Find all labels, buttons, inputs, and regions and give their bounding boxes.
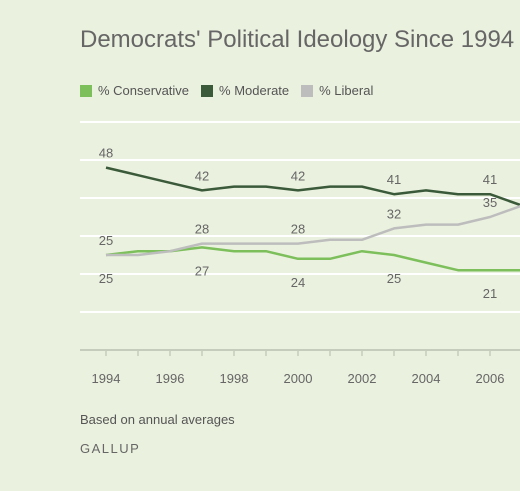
series-line-moderate [105,166,520,207]
data-label-liberal: 25 [99,233,113,248]
series-line-liberal [106,204,520,257]
data-label-moderate: 42 [195,168,209,183]
data-label-conservative: 25 [99,271,113,286]
data-label-conservative: 27 [195,263,209,278]
data-label-conservative: 21 [483,286,497,301]
chart-title: Democrats' Political Ideology Since 1994 [80,26,515,53]
legend-item-moderate: % Moderate [201,83,289,98]
data-label-conservative: 25 [387,271,401,286]
x-tick-label: 2006 [476,371,505,386]
legend-swatch-conservative [80,84,92,97]
source-label: GALLUP [80,441,141,456]
data-label-liberal: 32 [387,206,401,221]
legend: % Conservative % Moderate % Liberal [80,83,373,98]
legend-item-liberal: % Liberal [301,83,373,98]
gridlines [80,121,520,313]
legend-label-liberal: % Liberal [319,83,374,98]
legend-swatch-moderate [201,84,214,97]
data-label-moderate: 41 [387,172,401,187]
legend-item-conservative: % Conservative [80,83,189,98]
footnote: Based on annual averages [80,412,235,427]
x-tick-label: 2004 [412,371,441,386]
legend-label-conservative: % Conservative [98,83,190,98]
legend-swatch-liberal [301,84,314,97]
data-label-moderate: 41 [483,172,497,187]
x-tick-label: 1996 [156,371,185,386]
x-tick-label: 2002 [348,371,377,386]
data-label-liberal: 28 [291,222,305,237]
legend-label-moderate: % Moderate [219,83,290,98]
x-axis: 1994 1996 1998 2000 2002 2004 2006 [80,349,520,386]
data-labels: 25 27 24 25 21 48 42 42 41 41 25 28 28 32 35 [99,146,497,302]
series-lines [105,166,520,272]
data-label-liberal: 35 [483,195,497,210]
x-tick-label: 1994 [92,371,121,386]
data-label-moderate: 42 [291,168,305,183]
x-tick-label: 2000 [284,371,313,386]
data-label-liberal: 28 [195,222,209,237]
data-label-moderate: 48 [99,146,113,161]
x-tick-label: 1998 [220,371,249,386]
data-label-conservative: 24 [291,275,305,290]
